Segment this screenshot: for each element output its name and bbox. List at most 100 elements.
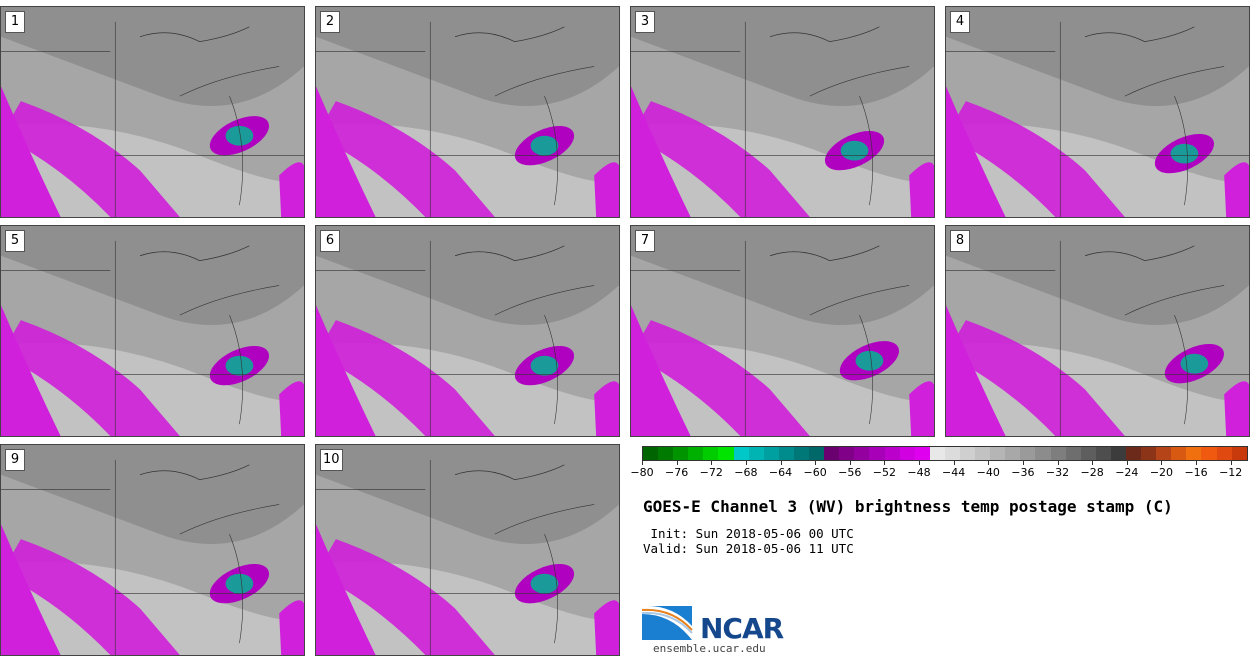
- colorbar-swatch: [718, 447, 734, 460]
- magenta-corner: [1224, 381, 1249, 436]
- colorbar-tick: [849, 461, 851, 465]
- map-panel: 8: [945, 225, 1250, 437]
- colorbar-swatch: [839, 447, 855, 460]
- map-field: [1, 7, 304, 217]
- boundary-lines: [316, 21, 619, 217]
- map-field: [631, 7, 934, 217]
- colorbar-swatch: [1216, 447, 1232, 460]
- init-time: Init: Sun 2018-05-06 00 UTC: [643, 526, 854, 541]
- map-panel: 6: [315, 225, 620, 437]
- colorbar-swatch: [1126, 447, 1142, 460]
- colorbar-swatch: [1110, 447, 1126, 460]
- colorbar-tick: [988, 461, 990, 465]
- lake-outline: [139, 245, 250, 262]
- dark-band: [316, 445, 619, 545]
- colorbar-swatch: [733, 447, 749, 460]
- dark-band: [316, 7, 619, 107]
- magenta-corner: [594, 600, 619, 655]
- map-field: [316, 7, 619, 217]
- colorbar-tick-label: −52: [872, 466, 896, 479]
- dark-band: [631, 226, 934, 326]
- magenta-edge: [946, 305, 1006, 436]
- logo-url: ensemble.ucar.edu: [653, 642, 766, 655]
- map-field: [1, 445, 304, 655]
- colorbar-tick: [953, 461, 955, 465]
- colorbar-tick: [1196, 461, 1198, 465]
- magenta-edge: [631, 305, 691, 436]
- map-panel: 1: [0, 6, 305, 218]
- colorbar-tick-label: −48: [907, 466, 931, 479]
- magenta-band: [631, 320, 810, 436]
- lake-outline: [769, 245, 880, 262]
- figure-title: GOES-E Channel 3 (WV) brightness temp po…: [643, 497, 1173, 516]
- colorbar-swatch: [673, 447, 689, 460]
- magenta-edge: [1, 524, 61, 655]
- colorbar-swatch: [1186, 447, 1202, 460]
- magenta-band: [631, 101, 810, 217]
- colorbar-tick-label: −44: [942, 466, 966, 479]
- colorbar-tick-label: −72: [699, 466, 723, 479]
- colorbar-swatch: [959, 447, 976, 460]
- lake-outline: [454, 245, 565, 262]
- colorbar-tick: [919, 461, 921, 465]
- boundary-lines: [631, 21, 934, 217]
- colorbar-swatch: [1005, 447, 1021, 460]
- storm-core: [225, 355, 254, 376]
- magenta-band: [946, 320, 1125, 436]
- map-panel: 2: [315, 6, 620, 218]
- colorbar-tick: [1230, 461, 1232, 465]
- colorbar-tick-label: −80: [630, 466, 654, 479]
- storm-core: [1180, 353, 1209, 374]
- colorbar-swatch: [809, 447, 825, 460]
- magenta-edge: [1, 305, 61, 436]
- panel-number: 1: [5, 11, 25, 33]
- colorbar-tick: [711, 461, 713, 465]
- panel-number: 10: [320, 449, 343, 471]
- storm-core: [840, 140, 869, 161]
- map-panel: 3: [630, 6, 935, 218]
- magenta-edge: [316, 305, 376, 436]
- dark-band: [1, 445, 304, 545]
- colorbar-swatch: [1050, 447, 1066, 460]
- storm-core: [1170, 143, 1199, 164]
- map-panel: 9: [0, 444, 305, 656]
- colorbar-tick-label: −76: [665, 466, 689, 479]
- boundary-lines: [316, 459, 619, 655]
- magenta-corner: [909, 381, 934, 436]
- colorbar-swatch: [1065, 447, 1081, 460]
- map-field: [946, 226, 1249, 436]
- colorbar-swatch: [884, 447, 900, 460]
- lake-outline: [139, 26, 250, 43]
- map-field: [316, 445, 619, 655]
- colorbar-swatch: [1171, 447, 1187, 460]
- colorbar-swatch: [990, 447, 1006, 460]
- ncar-logo-icon: [642, 605, 693, 640]
- magenta-corner: [594, 162, 619, 217]
- boundary-lines: [1, 459, 304, 655]
- colorbar-swatch: [1231, 447, 1247, 460]
- panel-number: 7: [635, 230, 655, 252]
- panel-number: 6: [320, 230, 340, 252]
- colorbar-swatch: [748, 447, 764, 460]
- lake-outline: [139, 464, 250, 481]
- magenta-corner: [909, 162, 934, 217]
- panel-number: 4: [950, 11, 970, 33]
- colorbar-swatch: [944, 447, 960, 460]
- lake-outline: [1084, 245, 1195, 262]
- colorbar-swatch: [793, 447, 810, 460]
- map-panel: 7: [630, 225, 935, 437]
- magenta-band: [316, 320, 495, 436]
- colorbar-tick-label: −40: [976, 466, 1000, 479]
- colorbar-swatch: [1035, 447, 1051, 460]
- colorbar-swatch: [929, 447, 945, 460]
- colorbar-tick-label: −56: [838, 466, 862, 479]
- map-field: [1, 226, 304, 436]
- colorbar-tick: [745, 461, 747, 465]
- colorbar-swatch: [643, 447, 659, 460]
- colorbar-tick-label: −20: [1149, 466, 1174, 479]
- colorbar-tick: [642, 461, 643, 465]
- panel-number: 9: [5, 449, 25, 471]
- map-field: [631, 226, 934, 436]
- dark-band: [946, 7, 1249, 107]
- colorbar-tick: [1161, 461, 1163, 465]
